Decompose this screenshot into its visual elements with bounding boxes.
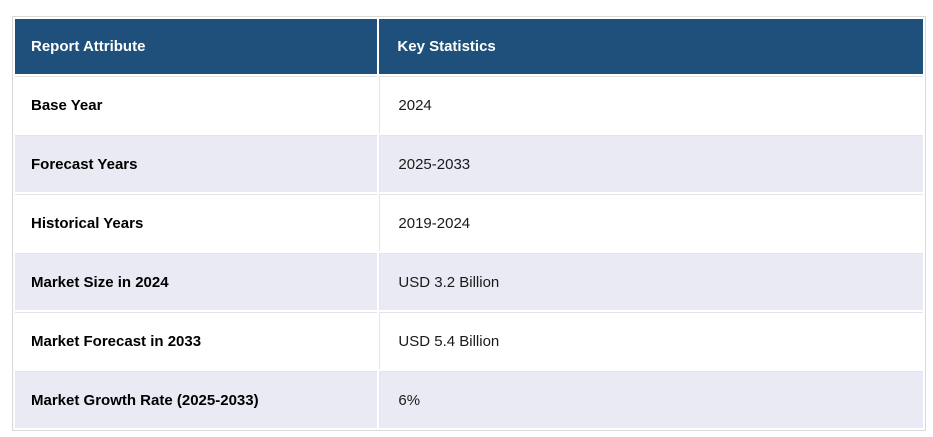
table-row-market-forecast: Market Forecast in 2033 USD 5.4 Billion: [15, 312, 923, 369]
report-summary-table-container: Report Attribute Key Statistics Base Yea…: [12, 16, 926, 431]
table-row-base-year: Base Year 2024: [15, 76, 923, 133]
attribute-cell: Market Size in 2024: [15, 253, 378, 310]
value-cell: 6%: [379, 371, 923, 428]
value-cell: 2019-2024: [379, 194, 923, 251]
attribute-cell: Historical Years: [15, 194, 378, 251]
header-row: Report Attribute Key Statistics: [15, 19, 923, 74]
table-row-market-growth-rate: Market Growth Rate (2025-2033) 6%: [15, 371, 923, 428]
attribute-cell: Market Growth Rate (2025-2033): [15, 371, 378, 428]
attribute-cell: Forecast Years: [15, 135, 378, 192]
column-header-report-attribute: Report Attribute: [15, 19, 378, 74]
table-row-market-size: Market Size in 2024 USD 3.2 Billion: [15, 253, 923, 310]
column-header-key-statistics: Key Statistics: [379, 19, 923, 74]
table-row-historical-years: Historical Years 2019-2024: [15, 194, 923, 251]
table-body: Base Year 2024 Forecast Years 2025-2033 …: [15, 76, 923, 428]
report-summary-table: Report Attribute Key Statistics Base Yea…: [13, 17, 925, 430]
value-cell: 2025-2033: [379, 135, 923, 192]
table-row-forecast-years: Forecast Years 2025-2033: [15, 135, 923, 192]
value-cell: USD 3.2 Billion: [379, 253, 923, 310]
value-cell: 2024: [379, 76, 923, 133]
attribute-cell: Base Year: [15, 76, 378, 133]
value-cell: USD 5.4 Billion: [379, 312, 923, 369]
attribute-cell: Market Forecast in 2033: [15, 312, 378, 369]
table-header: Report Attribute Key Statistics: [15, 19, 923, 74]
